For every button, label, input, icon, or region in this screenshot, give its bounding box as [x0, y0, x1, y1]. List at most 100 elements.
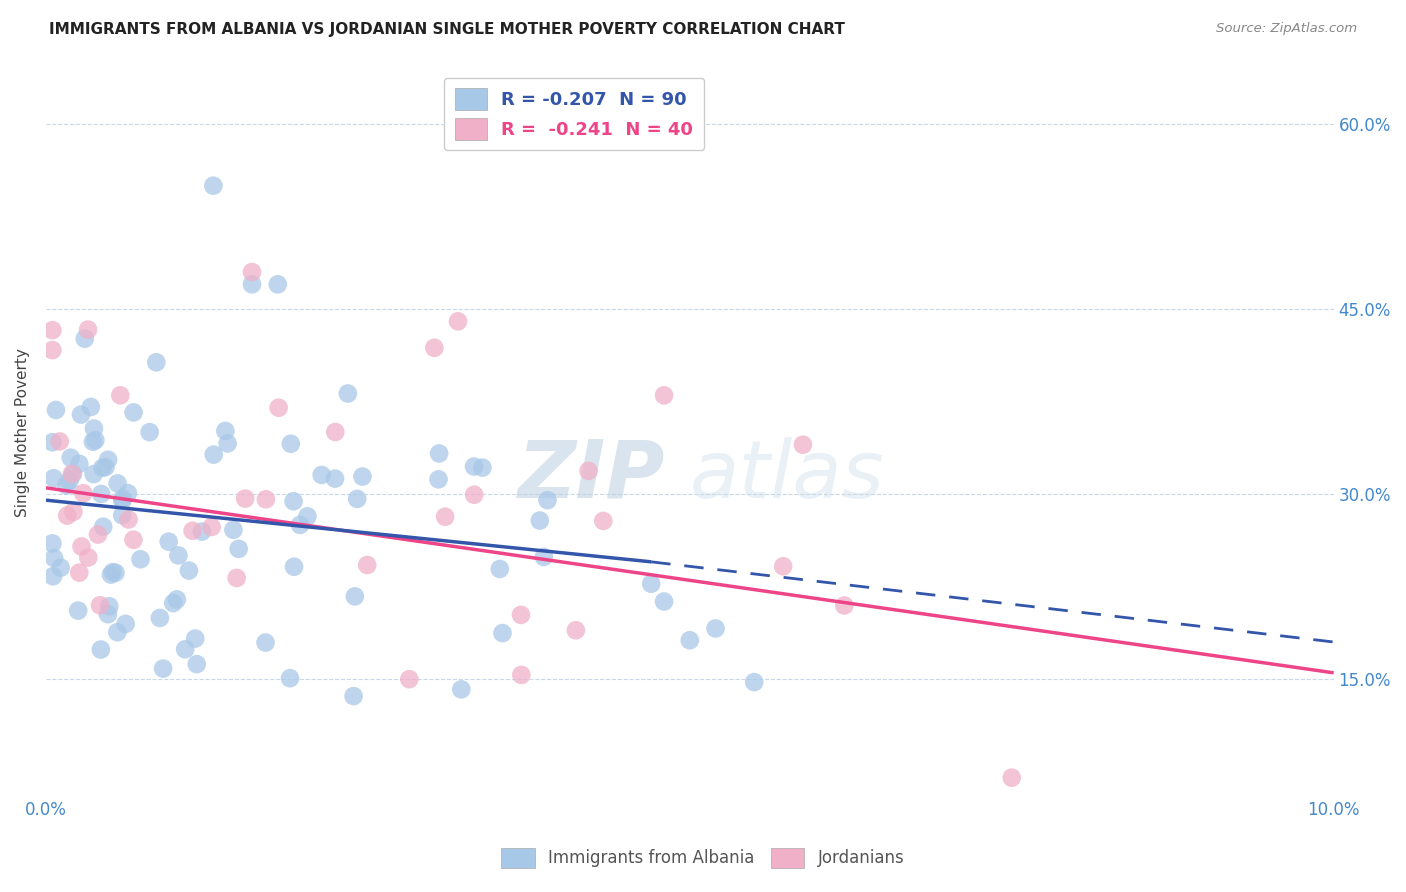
- Point: [652, 594, 675, 608]
- Point: [111, 494, 134, 508]
- Point: [177, 564, 200, 578]
- Point: [72, 486, 94, 500]
- Point: [114, 616, 136, 631]
- Point: [356, 558, 378, 572]
- Point: [145, 355, 167, 369]
- Point: [174, 642, 197, 657]
- Point: [792, 438, 814, 452]
- Point: [67, 457, 90, 471]
- Point: [58, 474, 80, 488]
- Point: [222, 523, 245, 537]
- Point: [323, 425, 346, 439]
- Point: [62, 505, 84, 519]
- Point: [83, 467, 105, 482]
- Point: [104, 566, 127, 580]
- Point: [45, 403, 67, 417]
- Point: [117, 512, 139, 526]
- Point: [202, 448, 225, 462]
- Point: [254, 635, 277, 649]
- Point: [352, 469, 374, 483]
- Legend: Immigrants from Albania, Jordanians: Immigrants from Albania, Jordanians: [495, 841, 911, 875]
- Point: [450, 682, 472, 697]
- Point: [336, 386, 359, 401]
- Point: [105, 625, 128, 640]
- Point: [427, 472, 450, 486]
- Point: [41, 435, 63, 450]
- Point: [110, 388, 132, 402]
- Point: [772, 559, 794, 574]
- Point: [510, 607, 533, 622]
- Point: [73, 332, 96, 346]
- Point: [225, 571, 247, 585]
- Point: [240, 277, 263, 292]
- Point: [157, 534, 180, 549]
- Y-axis label: Single Mother Poverty: Single Mother Poverty: [15, 348, 30, 516]
- Point: [423, 341, 446, 355]
- Point: [97, 452, 120, 467]
- Point: [77, 550, 100, 565]
- Point: [533, 549, 555, 564]
- Point: [288, 517, 311, 532]
- Point: [87, 527, 110, 541]
- Point: [70, 408, 93, 422]
- Point: [84, 434, 107, 448]
- Point: [89, 599, 111, 613]
- Point: [138, 425, 160, 439]
- Point: [152, 662, 174, 676]
- Point: [217, 436, 239, 450]
- Point: [62, 467, 84, 481]
- Point: [97, 607, 120, 622]
- Point: [311, 467, 333, 482]
- Point: [463, 488, 485, 502]
- Point: [90, 642, 112, 657]
- Text: Source: ZipAtlas.com: Source: ZipAtlas.com: [1216, 22, 1357, 36]
- Point: [107, 476, 129, 491]
- Point: [100, 567, 122, 582]
- Point: [228, 541, 250, 556]
- Point: [82, 434, 104, 449]
- Point: [254, 492, 277, 507]
- Point: [166, 592, 188, 607]
- Point: [1001, 771, 1024, 785]
- Point: [55, 478, 77, 492]
- Point: [162, 596, 184, 610]
- Point: [742, 675, 765, 690]
- Point: [44, 551, 66, 566]
- Point: [463, 459, 485, 474]
- Point: [536, 493, 558, 508]
- Point: [41, 323, 63, 337]
- Point: [283, 559, 305, 574]
- Point: [77, 323, 100, 337]
- Point: [640, 576, 662, 591]
- Point: [80, 400, 103, 414]
- Point: [111, 508, 134, 523]
- Point: [704, 622, 727, 636]
- Point: [323, 472, 346, 486]
- Point: [214, 424, 236, 438]
- Point: [149, 611, 172, 625]
- Point: [267, 277, 290, 292]
- Point: [201, 520, 224, 534]
- Point: [427, 446, 450, 460]
- Text: ZIP: ZIP: [516, 437, 664, 515]
- Point: [167, 549, 190, 563]
- Point: [191, 524, 214, 539]
- Point: [48, 434, 70, 449]
- Point: [91, 460, 114, 475]
- Legend: R = -0.207  N = 90, R =  -0.241  N = 40: R = -0.207 N = 90, R = -0.241 N = 40: [444, 78, 704, 151]
- Point: [280, 436, 302, 450]
- Point: [181, 524, 204, 538]
- Point: [679, 633, 702, 648]
- Point: [94, 460, 117, 475]
- Point: [42, 569, 65, 583]
- Point: [98, 599, 121, 614]
- Point: [565, 624, 588, 638]
- Point: [491, 626, 513, 640]
- Point: [122, 533, 145, 547]
- Point: [652, 388, 675, 402]
- Point: [186, 657, 208, 672]
- Point: [91, 519, 114, 533]
- Text: atlas: atlas: [690, 437, 884, 515]
- Point: [184, 632, 207, 646]
- Point: [59, 450, 82, 465]
